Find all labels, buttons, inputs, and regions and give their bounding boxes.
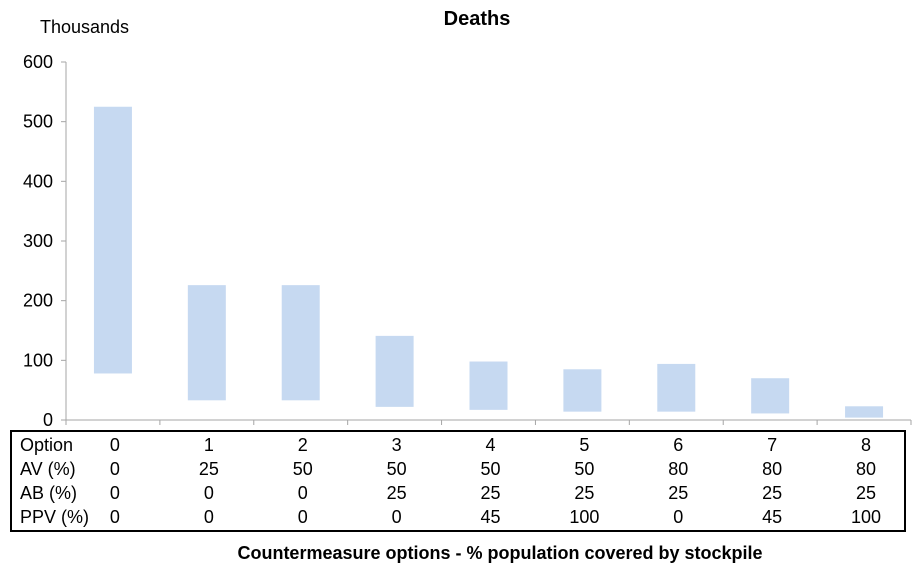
table-cell: 0 [203,483,214,503]
table-cell: 25 [480,483,501,503]
table-cell: 1 [203,435,214,455]
table-cell: 7 [767,435,778,455]
table-cell: 25 [856,483,877,503]
bar-option-4 [469,361,508,410]
bar-option-1 [187,285,226,401]
table-cell: 100 [569,507,600,527]
y-tick-label: 100 [23,350,53,370]
table-cell: 4 [485,435,496,455]
y-units-label: Thousands [40,17,130,37]
table-cell: 50 [574,459,595,479]
table-cell: 50 [480,459,501,479]
table-cell: 25 [198,459,219,479]
y-tick-label: 600 [23,52,53,72]
table-cell: 0 [109,483,120,503]
table-cell: 100 [851,507,882,527]
table-cell: 6 [673,435,684,455]
y-tick-label: 200 [23,291,53,311]
table-cell: 80 [762,459,783,479]
y-tick-label: 400 [23,171,53,191]
table-row-label: AB (%) [20,483,78,503]
chart-title: Deaths [443,8,511,30]
bar-option-0 [93,106,132,374]
table-cell: 50 [292,459,313,479]
bar-option-5 [563,369,602,412]
table-row-label: Option [20,435,74,455]
table-row: PPV (%) 0 0 0 0 45 100 0 45 100 [12,506,904,528]
table-cell: 25 [668,483,689,503]
y-tick-label: 500 [23,112,53,132]
table-cell: 25 [574,483,595,503]
table-cell: 0 [109,507,120,527]
bar-option-7 [751,378,790,414]
table-cell: 2 [297,435,308,455]
y-tick-label: 300 [23,231,53,251]
table-cell: 0 [391,507,402,527]
bar-option-2 [281,285,320,401]
bar-option-8 [845,406,884,418]
table-cell: 80 [668,459,689,479]
table-row-label: PPV (%) [20,507,90,527]
table-row: Option 0 1 2 3 4 5 6 7 8 [12,434,904,456]
table-cell: 45 [762,507,783,527]
table-cell: 0 [297,507,308,527]
table-cell: 50 [386,459,407,479]
table-row: AB (%) 0 0 0 25 25 25 25 25 25 [12,482,904,504]
y-tick-label: 0 [43,410,53,430]
table-cell: 0 [109,459,120,479]
table-cell: 0 [673,507,684,527]
table-cell: 3 [391,435,402,455]
table-cell: 80 [856,459,877,479]
x-axis-label: Countermeasure options - % population co… [237,543,763,563]
table-row-label: AV (%) [20,459,76,479]
options-table: Option 0 1 2 3 4 5 6 7 8 AV (%) 0 25 50 50 50 50 80 80 80 AB… [10,430,906,532]
table-cell: 0 [203,507,214,527]
table-cell: 25 [386,483,407,503]
table-row: AV (%) 0 25 50 50 50 50 80 80 80 [12,458,904,480]
table-cell: 25 [762,483,783,503]
table-cell: 0 [109,435,120,455]
table-cell: 45 [480,507,501,527]
bar-option-3 [375,335,414,407]
table-cell: 5 [579,435,590,455]
table-cell: 8 [861,435,872,455]
bar-option-6 [657,363,696,412]
table-cell: 0 [297,483,308,503]
